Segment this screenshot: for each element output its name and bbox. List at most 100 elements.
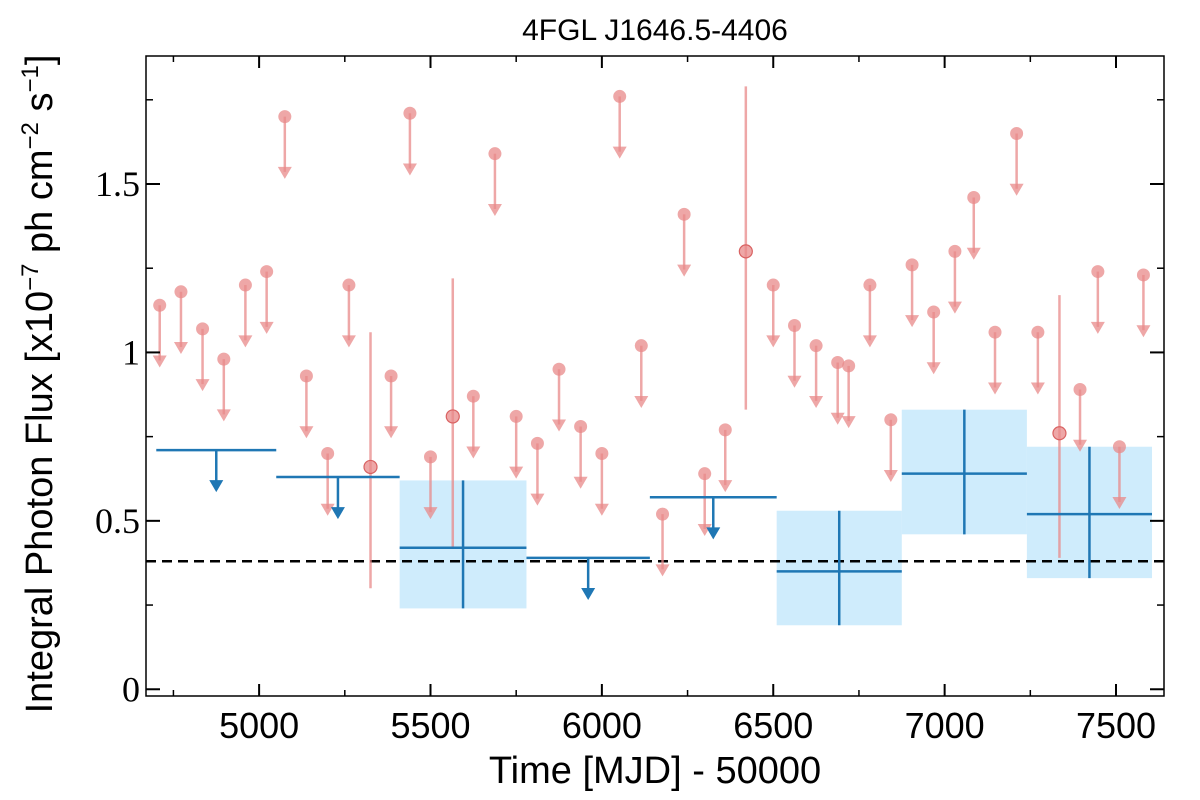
monthly-upper-limit-point: [595, 446, 609, 460]
axis-ticks: 5000 5500 6000 6500 7000 7500 0 0.5 1 1.5: [95, 56, 1164, 746]
monthly-upper-limit-arrowhead: [238, 335, 253, 348]
monthly-upper-limit-point: [1091, 265, 1105, 279]
monthly-upper-limit-point: [196, 322, 210, 336]
monthly-detection-point: [363, 459, 378, 475]
monthly-upper-limit-arrowhead: [718, 480, 733, 493]
monthly-upper-limit-point: [1010, 126, 1024, 140]
y-axis-title-exp1: −7: [17, 264, 44, 291]
monthly-upper-limit-arrowhead: [402, 163, 417, 176]
monthly-upper-limit-point: [260, 265, 274, 279]
monthly-upper-limit-arrowhead: [1030, 382, 1045, 395]
monthly-upper-limit-point: [698, 467, 712, 481]
monthly-upper-limit-point: [174, 285, 188, 299]
monthly-upper-limit-point: [403, 106, 417, 120]
monthly-upper-limit-point: [217, 352, 231, 366]
monthly-upper-limit-arrowhead: [341, 335, 356, 348]
monthly-upper-limit-arrowhead: [966, 247, 981, 260]
monthly-upper-limit-arrowhead: [883, 470, 898, 483]
y-tick-label: 1: [122, 332, 140, 372]
monthly-upper-limit-point: [718, 423, 732, 437]
chart-title: 4FGL J1646.5-4406: [522, 14, 788, 47]
monthly-upper-limit-point: [988, 325, 1002, 339]
x-tick-label: 6000: [562, 705, 642, 746]
monthly-upper-limit-arrowhead: [509, 466, 524, 479]
monthly-upper-limit-point: [384, 369, 398, 383]
plot-frame: [145, 55, 1165, 697]
monthly-upper-limit-arrowhead: [809, 395, 824, 408]
y-axis-title-exp2: −2: [17, 122, 44, 149]
monthly-upper-limit-arrowhead: [697, 523, 712, 536]
monthly-upper-limit-point: [342, 278, 356, 292]
yearly-error-bands: [399, 409, 1153, 626]
monthly-upper-limit-arrowhead: [1009, 183, 1024, 196]
monthly-upper-limit-point: [884, 413, 898, 427]
monthly-upper-limit-arrowhead: [988, 382, 1003, 395]
monthly-upper-limit-point: [1136, 268, 1150, 282]
monthly-upper-limit-point: [530, 436, 544, 450]
monthly-upper-limit-arrowhead: [1073, 439, 1088, 452]
monthly-upper-limit-arrowhead: [830, 412, 845, 425]
monthly-upper-limit-arrowhead: [1112, 497, 1127, 509]
yearly-upper-limit-arrowhead: [706, 527, 721, 540]
monthly-upper-limit-arrowhead: [655, 564, 670, 577]
monthly-upper-limit-point: [967, 190, 981, 204]
y-tick-label: 0.5: [95, 501, 140, 541]
monthly-upper-limit-arrowhead: [1090, 321, 1105, 334]
monthly-upper-limit-point: [788, 318, 802, 332]
monthly-points-layer: [152, 86, 1151, 589]
x-tick-label: 5000: [219, 705, 299, 746]
yearly-upper-limit-arrowhead: [209, 480, 224, 493]
y-axis-title-part2: ph cm: [19, 149, 61, 263]
monthly-upper-limit-arrowhead: [277, 166, 292, 179]
monthly-upper-limit-point: [842, 359, 856, 373]
y-tick-label: 1.5: [95, 164, 140, 204]
monthly-upper-limit-point: [948, 244, 962, 258]
monthly-upper-limit-arrowhead: [259, 321, 274, 334]
monthly-upper-limit-point: [153, 298, 167, 312]
x-axis-title: Time [MJD] - 50000: [489, 750, 821, 792]
monthly-upper-limit-arrowhead: [677, 264, 692, 277]
monthly-upper-limit-arrowhead: [384, 426, 399, 439]
x-tick-label: 7000: [905, 705, 985, 746]
monthly-upper-limit-point: [634, 339, 648, 353]
monthly-upper-limit-arrowhead: [787, 375, 802, 388]
monthly-upper-limit-arrowhead: [195, 379, 210, 392]
monthly-upper-limit-point: [905, 258, 919, 272]
y-axis-title-close: ]: [19, 55, 61, 66]
y-axis-title-part1: Integral Photon Flux [x10: [19, 291, 61, 713]
monthly-upper-limit-point: [509, 409, 523, 423]
monthly-upper-limit-point: [809, 339, 823, 353]
monthly-upper-limit-arrowhead: [423, 507, 438, 520]
monthly-upper-limit-point: [613, 89, 627, 103]
monthly-upper-limit-point: [766, 278, 780, 292]
monthly-upper-limit-point: [488, 147, 502, 161]
yearly-points-layer: [156, 409, 1153, 626]
monthly-upper-limit-point: [423, 450, 437, 464]
monthly-upper-limit-arrowhead: [530, 493, 545, 506]
monthly-upper-limit-arrowhead: [320, 503, 335, 516]
monthly-upper-limit-arrowhead: [766, 335, 781, 348]
monthly-upper-limit-point: [466, 389, 480, 403]
monthly-upper-limit-arrowhead: [594, 503, 609, 516]
y-axis-title-exp3: −1: [17, 65, 44, 92]
y-axis-title: Integral Photon Flux [x10−7 ph cm−2 s−1]: [17, 55, 61, 714]
monthly-upper-limit-arrowhead: [841, 416, 856, 429]
monthly-upper-limit-point: [321, 446, 335, 460]
yearly-upper-limit-arrowhead: [330, 507, 345, 520]
x-tick-label: 6500: [733, 705, 813, 746]
monthly-upper-limit-arrowhead: [299, 426, 314, 439]
monthly-upper-limit-point: [574, 420, 588, 434]
y-axis-title-part3: s: [19, 93, 61, 123]
monthly-upper-limit-arrowhead: [905, 315, 920, 328]
monthly-upper-limit-point: [299, 369, 313, 383]
monthly-upper-limit-arrowhead: [926, 362, 941, 375]
monthly-upper-limit-arrowhead: [862, 335, 877, 348]
monthly-upper-limit-point: [1031, 325, 1045, 339]
monthly-upper-limit-arrowhead: [1136, 325, 1151, 338]
monthly-upper-limit-arrowhead: [152, 355, 167, 368]
monthly-upper-limit-arrowhead: [216, 409, 231, 422]
monthly-upper-limit-arrowhead: [466, 446, 481, 459]
monthly-detection-point: [445, 409, 460, 424]
monthly-upper-limit-arrowhead: [173, 342, 188, 355]
